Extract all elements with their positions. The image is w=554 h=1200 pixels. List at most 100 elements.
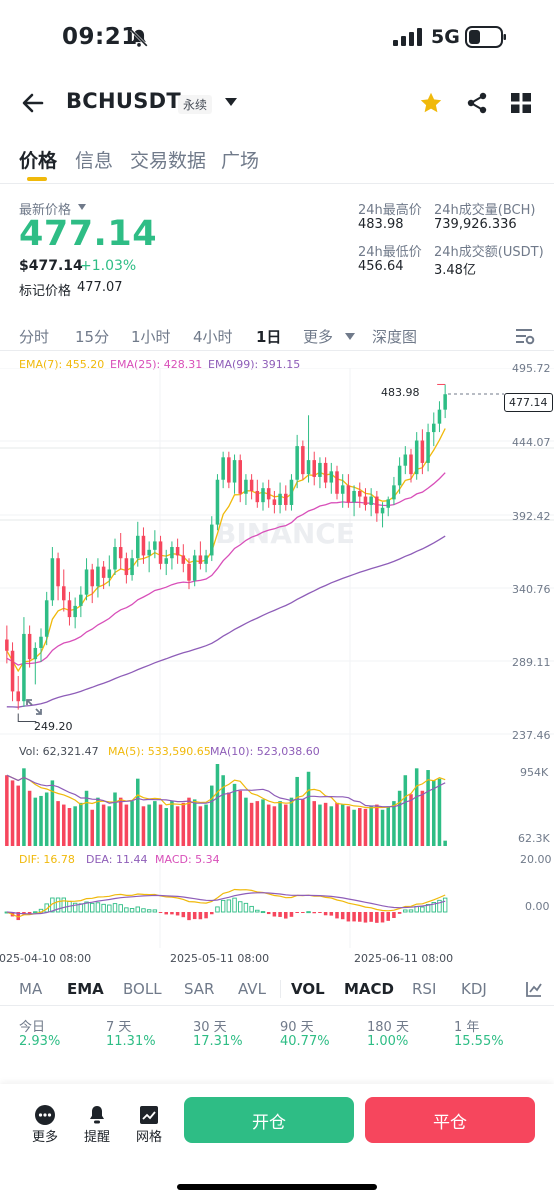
timeframe-15m[interactable]: 15分 (75, 328, 110, 346)
price-axis-label: 237.46 (512, 729, 551, 742)
macd-bar (397, 912, 402, 914)
volume-bar (301, 799, 305, 846)
current-price-tag[interactable]: 477.14 (504, 393, 553, 412)
tab-info[interactable]: 信息 (75, 150, 114, 172)
volume-bar (221, 775, 225, 846)
back-arrow-icon[interactable] (20, 90, 46, 116)
indicator-ma[interactable]: MA (19, 980, 43, 998)
macd-bar (232, 897, 237, 913)
candle (397, 465, 402, 486)
indicator-settings-icon[interactable] (525, 980, 543, 998)
timeframe-1d[interactable]: 1日 (256, 328, 282, 346)
more-dropdown-icon[interactable] (345, 333, 355, 340)
timeframe-4h[interactable]: 4小时 (193, 328, 233, 346)
chart-settings-icon[interactable] (515, 328, 535, 346)
macd-bar (33, 911, 38, 914)
macd-bar (141, 908, 146, 913)
low-marker-line (17, 713, 37, 723)
candle (73, 605, 77, 618)
more-icon[interactable] (34, 1104, 56, 1126)
candle (96, 566, 100, 587)
macd-bar (369, 912, 373, 922)
battery-icon (465, 26, 506, 48)
timeframe-more[interactable]: 更多 (303, 328, 334, 346)
symbol-dropdown-icon[interactable] (225, 98, 237, 106)
price-axis-label: 289.11 (512, 656, 551, 669)
latest-price-dropdown-icon[interactable] (78, 204, 86, 210)
volume-bar (107, 806, 112, 846)
volume-bar (175, 806, 180, 846)
perf-value: 40.77% (280, 1034, 330, 1049)
kline-chart[interactable]: BINANCE (0, 368, 554, 968)
macd-bar (187, 912, 191, 921)
indicator-macd[interactable]: MACD (344, 980, 394, 998)
indicator-rsi[interactable]: RSI (412, 980, 437, 998)
candle (261, 488, 265, 503)
candle (323, 462, 328, 483)
candle (375, 496, 379, 514)
candle (107, 569, 112, 578)
alert-label[interactable]: 提醒 (84, 1130, 111, 1145)
volume-bar (363, 808, 368, 846)
candle (175, 547, 180, 556)
open-position-button[interactable]: 开仓 (184, 1097, 354, 1143)
tab-price[interactable]: 价格 (19, 150, 58, 172)
low-marker-label: 249.20 (34, 720, 73, 733)
more-label[interactable]: 更多 (32, 1130, 59, 1145)
volume-bar (170, 801, 174, 846)
macd-bar (255, 909, 260, 913)
macd-bar (392, 912, 396, 918)
indicator-sar[interactable]: SAR (184, 980, 215, 998)
timeframe-line[interactable]: 分时 (19, 328, 50, 346)
macd-bar (295, 912, 299, 913)
layout-grid-icon[interactable] (511, 93, 531, 113)
macd-bar (158, 912, 163, 913)
symbol-title[interactable]: BCHUSDT (66, 89, 182, 113)
macd-axis-label: 0.00 (525, 900, 550, 913)
expand-icon[interactable] (25, 698, 43, 716)
candle (164, 558, 168, 564)
volume-bar (210, 785, 214, 846)
indicator-ema[interactable]: EMA (67, 980, 104, 998)
volume-bar (340, 804, 345, 846)
tab-trading-data[interactable]: 交易数据 (130, 150, 207, 172)
macd-bar (442, 897, 448, 913)
alert-bell-icon[interactable] (86, 1104, 108, 1126)
candle (272, 499, 277, 505)
macd-bar (164, 912, 168, 915)
volume-bar (278, 801, 282, 846)
share-icon[interactable] (466, 92, 488, 114)
macd-bar (363, 912, 368, 923)
indicator-kdj[interactable]: KDJ (461, 980, 487, 998)
volume-bar (249, 802, 254, 846)
indicator-vol[interactable]: VOL (291, 980, 325, 998)
grid-trading-label[interactable]: 网格 (136, 1130, 163, 1145)
high-24h: 483.98 (358, 217, 404, 232)
ema-lines (6, 428, 446, 708)
volume-bar (329, 806, 334, 846)
macd-bar (329, 912, 334, 916)
volume-bar (443, 840, 447, 846)
volume-bar (375, 804, 379, 846)
macd-bar (129, 908, 135, 913)
volume-bar (255, 801, 260, 846)
volume-bar (16, 785, 20, 846)
grid-trading-icon[interactable] (138, 1104, 160, 1126)
volume-bar (130, 801, 134, 846)
latest-price-label[interactable]: 最新价格 (19, 203, 72, 218)
candle (352, 490, 356, 503)
timeframe-depth[interactable]: 深度图 (372, 328, 418, 346)
candle (380, 507, 385, 514)
volume-bar (437, 778, 442, 846)
indicator-avl[interactable]: AVL (238, 980, 266, 998)
tab-square[interactable]: 广场 (221, 150, 260, 172)
volume-bar (295, 776, 299, 846)
price-axis-label: 495.72 (512, 362, 551, 375)
indicator-boll[interactable]: BOLL (123, 980, 162, 998)
close-position-button[interactable]: 平仓 (365, 1097, 535, 1143)
macd-bar (124, 907, 129, 913)
volume-bar (147, 804, 151, 846)
timeframe-1h[interactable]: 1小时 (131, 328, 171, 346)
favorite-star-icon[interactable] (419, 91, 443, 115)
volume-bar (84, 790, 89, 846)
